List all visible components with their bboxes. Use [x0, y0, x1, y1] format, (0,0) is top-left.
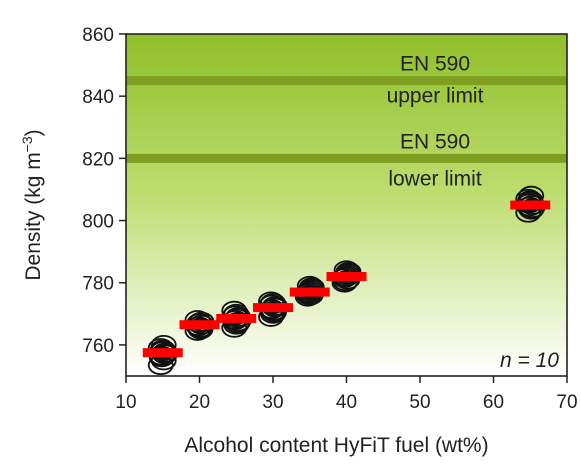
mean-bar — [510, 200, 551, 210]
mean-bar — [142, 348, 183, 358]
x-tick-label: 40 — [336, 392, 357, 413]
y-tick-label: 820 — [82, 149, 114, 170]
x-tick-label: 70 — [556, 392, 577, 413]
mean-bar — [253, 303, 293, 313]
y-tick-label: 840 — [82, 87, 114, 108]
limit-lines — [126, 76, 567, 163]
sample-size-label: n = 10 — [500, 349, 559, 372]
lower-limit-label-line1: EN 590 — [400, 130, 470, 153]
x-tick-label: 10 — [115, 392, 136, 413]
y-axis-label-end: ) — [22, 129, 45, 136]
y-axis-label: Density (kg m−3) — [19, 129, 45, 280]
x-axis-ticks: 10 20 30 40 50 60 70 — [115, 376, 578, 413]
mean-bar — [289, 287, 330, 297]
y-tick-label: 780 — [82, 274, 114, 295]
upper-limit-label-line2: upper limit — [387, 85, 484, 108]
mean-bar — [326, 272, 367, 282]
mean-bars — [142, 200, 551, 358]
y-axis-label-main: Density (kg m — [22, 152, 45, 280]
y-tick-label: 760 — [82, 336, 114, 357]
x-axis-label: Alcohol content HyFiT fuel (wt%) — [184, 434, 488, 457]
mean-bar — [216, 313, 257, 323]
x-tick-label: 60 — [483, 392, 504, 413]
mean-bar — [179, 320, 220, 330]
y-tick-label: 860 — [82, 25, 114, 46]
x-tick-label: 50 — [409, 392, 430, 413]
y-axis-label-sup: −3 — [19, 136, 35, 152]
x-tick-label: 30 — [262, 392, 283, 413]
limit-annotations: EN 590 upper limit EN 590 lower limit — [387, 53, 484, 191]
y-axis-ticks: 760 780 800 820 840 860 — [82, 25, 126, 357]
lower-limit-label-line2: lower limit — [388, 167, 482, 190]
x-tick-label: 20 — [189, 392, 210, 413]
y-tick-label: 800 — [82, 212, 114, 233]
upper-limit-label-line1: EN 590 — [400, 53, 470, 76]
